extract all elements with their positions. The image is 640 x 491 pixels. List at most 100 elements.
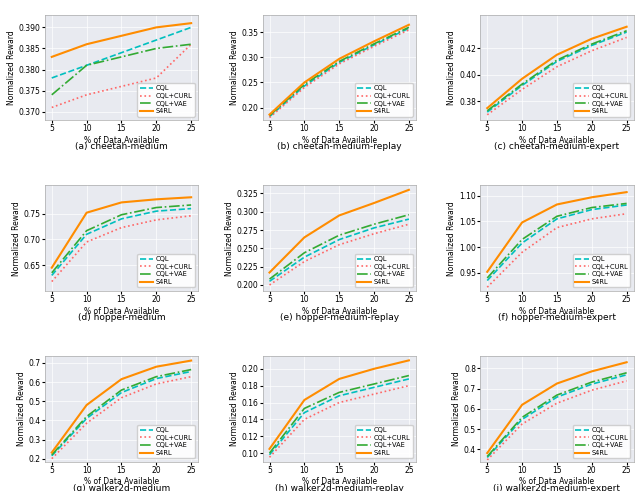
Line: CQL: CQL xyxy=(487,32,627,112)
Line: CQL: CQL xyxy=(52,372,191,456)
Line: CQL+VAE: CQL+VAE xyxy=(52,205,191,273)
Legend: CQL, CQL+CURL, CQL+VAE, S4RL: CQL, CQL+CURL, CQL+VAE, S4RL xyxy=(355,254,413,288)
CQL xyxy=(301,409,308,415)
Y-axis label: Normalized Reward: Normalized Reward xyxy=(230,372,239,446)
CQL xyxy=(405,376,413,382)
CQL xyxy=(266,452,273,458)
Line: CQL+CURL: CQL+CURL xyxy=(487,37,627,115)
Text: (i) walker2d-medium-expert: (i) walker2d-medium-expert xyxy=(493,484,620,491)
CQL+VAE xyxy=(405,373,413,379)
CQL+CURL xyxy=(266,454,273,460)
CQL+CURL xyxy=(405,221,413,227)
CQL+CURL xyxy=(370,391,378,397)
CQL+VAE xyxy=(405,212,413,218)
Line: CQL: CQL xyxy=(487,205,627,280)
S4RL xyxy=(48,450,56,456)
CQL+VAE xyxy=(370,381,378,387)
S4RL xyxy=(335,376,343,382)
X-axis label: % of Data Available: % of Data Available xyxy=(301,136,377,145)
S4RL xyxy=(588,36,596,42)
CQL+CURL xyxy=(152,217,160,223)
CQL xyxy=(83,415,90,421)
CQL+VAE xyxy=(152,205,160,211)
CQL+VAE xyxy=(118,54,125,60)
CQL xyxy=(152,376,160,382)
S4RL xyxy=(518,219,526,225)
CQL+CURL xyxy=(152,75,160,81)
CQL+VAE xyxy=(588,379,596,385)
Line: CQL+CURL: CQL+CURL xyxy=(52,44,191,108)
Text: (b) cheetah-medium-replay: (b) cheetah-medium-replay xyxy=(277,142,401,151)
CQL+CURL xyxy=(588,48,596,54)
CQL xyxy=(518,82,526,88)
CQL xyxy=(266,278,273,284)
Text: (a) cheetah-medium: (a) cheetah-medium xyxy=(75,142,168,151)
X-axis label: % of Data Available: % of Data Available xyxy=(84,136,159,145)
S4RL xyxy=(483,450,491,456)
S4RL xyxy=(335,213,343,218)
CQL+VAE xyxy=(188,41,195,47)
S4RL xyxy=(335,56,343,62)
CQL+VAE xyxy=(483,454,491,460)
S4RL xyxy=(83,210,90,216)
CQL+CURL xyxy=(335,242,343,247)
CQL+VAE xyxy=(188,367,195,373)
S4RL xyxy=(483,269,491,275)
CQL+CURL xyxy=(518,249,526,255)
Text: (e) hopper-medium-replay: (e) hopper-medium-replay xyxy=(280,313,399,322)
CQL+VAE xyxy=(48,270,56,276)
CQL+CURL xyxy=(483,284,491,290)
CQL+VAE xyxy=(623,200,630,206)
Line: CQL: CQL xyxy=(487,375,627,458)
Line: CQL+VAE: CQL+VAE xyxy=(487,31,627,111)
CQL xyxy=(48,273,56,278)
CQL+CURL xyxy=(553,225,561,231)
CQL+CURL xyxy=(48,105,56,110)
Text: (c) cheetah-medium-expert: (c) cheetah-medium-expert xyxy=(494,142,620,151)
Line: CQL: CQL xyxy=(269,379,409,455)
Legend: CQL, CQL+CURL, CQL+VAE, S4RL: CQL, CQL+CURL, CQL+VAE, S4RL xyxy=(573,425,630,458)
X-axis label: % of Data Available: % of Data Available xyxy=(520,136,595,145)
CQL xyxy=(370,225,378,231)
CQL xyxy=(83,62,90,68)
CQL+VAE xyxy=(266,450,273,456)
CQL xyxy=(588,381,596,387)
S4RL xyxy=(623,359,630,365)
S4RL xyxy=(588,194,596,200)
Y-axis label: Normalized Reward: Normalized Reward xyxy=(230,30,239,105)
CQL+VAE xyxy=(518,81,526,87)
CQL+CURL xyxy=(152,381,160,387)
Line: CQL+CURL: CQL+CURL xyxy=(269,224,409,285)
CQL+VAE xyxy=(518,414,526,420)
Legend: CQL, CQL+CURL, CQL+VAE, S4RL: CQL, CQL+CURL, CQL+VAE, S4RL xyxy=(573,254,630,288)
CQL xyxy=(48,75,56,81)
S4RL xyxy=(118,199,125,205)
Line: S4RL: S4RL xyxy=(269,25,409,114)
Line: CQL+CURL: CQL+CURL xyxy=(487,214,627,287)
CQL+VAE xyxy=(48,92,56,98)
CQL xyxy=(553,216,561,222)
CQL+CURL xyxy=(405,27,413,33)
CQL xyxy=(370,42,378,48)
Line: CQL: CQL xyxy=(269,28,409,116)
CQL+CURL xyxy=(188,213,195,218)
Line: CQL: CQL xyxy=(52,27,191,78)
S4RL xyxy=(188,194,195,200)
CQL+CURL xyxy=(301,84,308,90)
CQL+VAE xyxy=(266,276,273,282)
Line: CQL+CURL: CQL+CURL xyxy=(269,385,409,457)
Line: S4RL: S4RL xyxy=(269,360,409,449)
S4RL xyxy=(405,357,413,363)
CQL xyxy=(483,109,491,115)
Line: CQL+CURL: CQL+CURL xyxy=(487,381,627,460)
S4RL xyxy=(301,397,308,403)
CQL+CURL xyxy=(405,382,413,388)
CQL+CURL xyxy=(118,225,125,231)
Line: CQL+CURL: CQL+CURL xyxy=(52,216,191,281)
S4RL xyxy=(118,376,125,382)
CQL xyxy=(483,455,491,461)
Legend: CQL, CQL+CURL, CQL+VAE, S4RL: CQL, CQL+CURL, CQL+VAE, S4RL xyxy=(355,83,413,117)
CQL+CURL xyxy=(623,211,630,217)
S4RL xyxy=(301,80,308,85)
S4RL xyxy=(518,76,526,82)
